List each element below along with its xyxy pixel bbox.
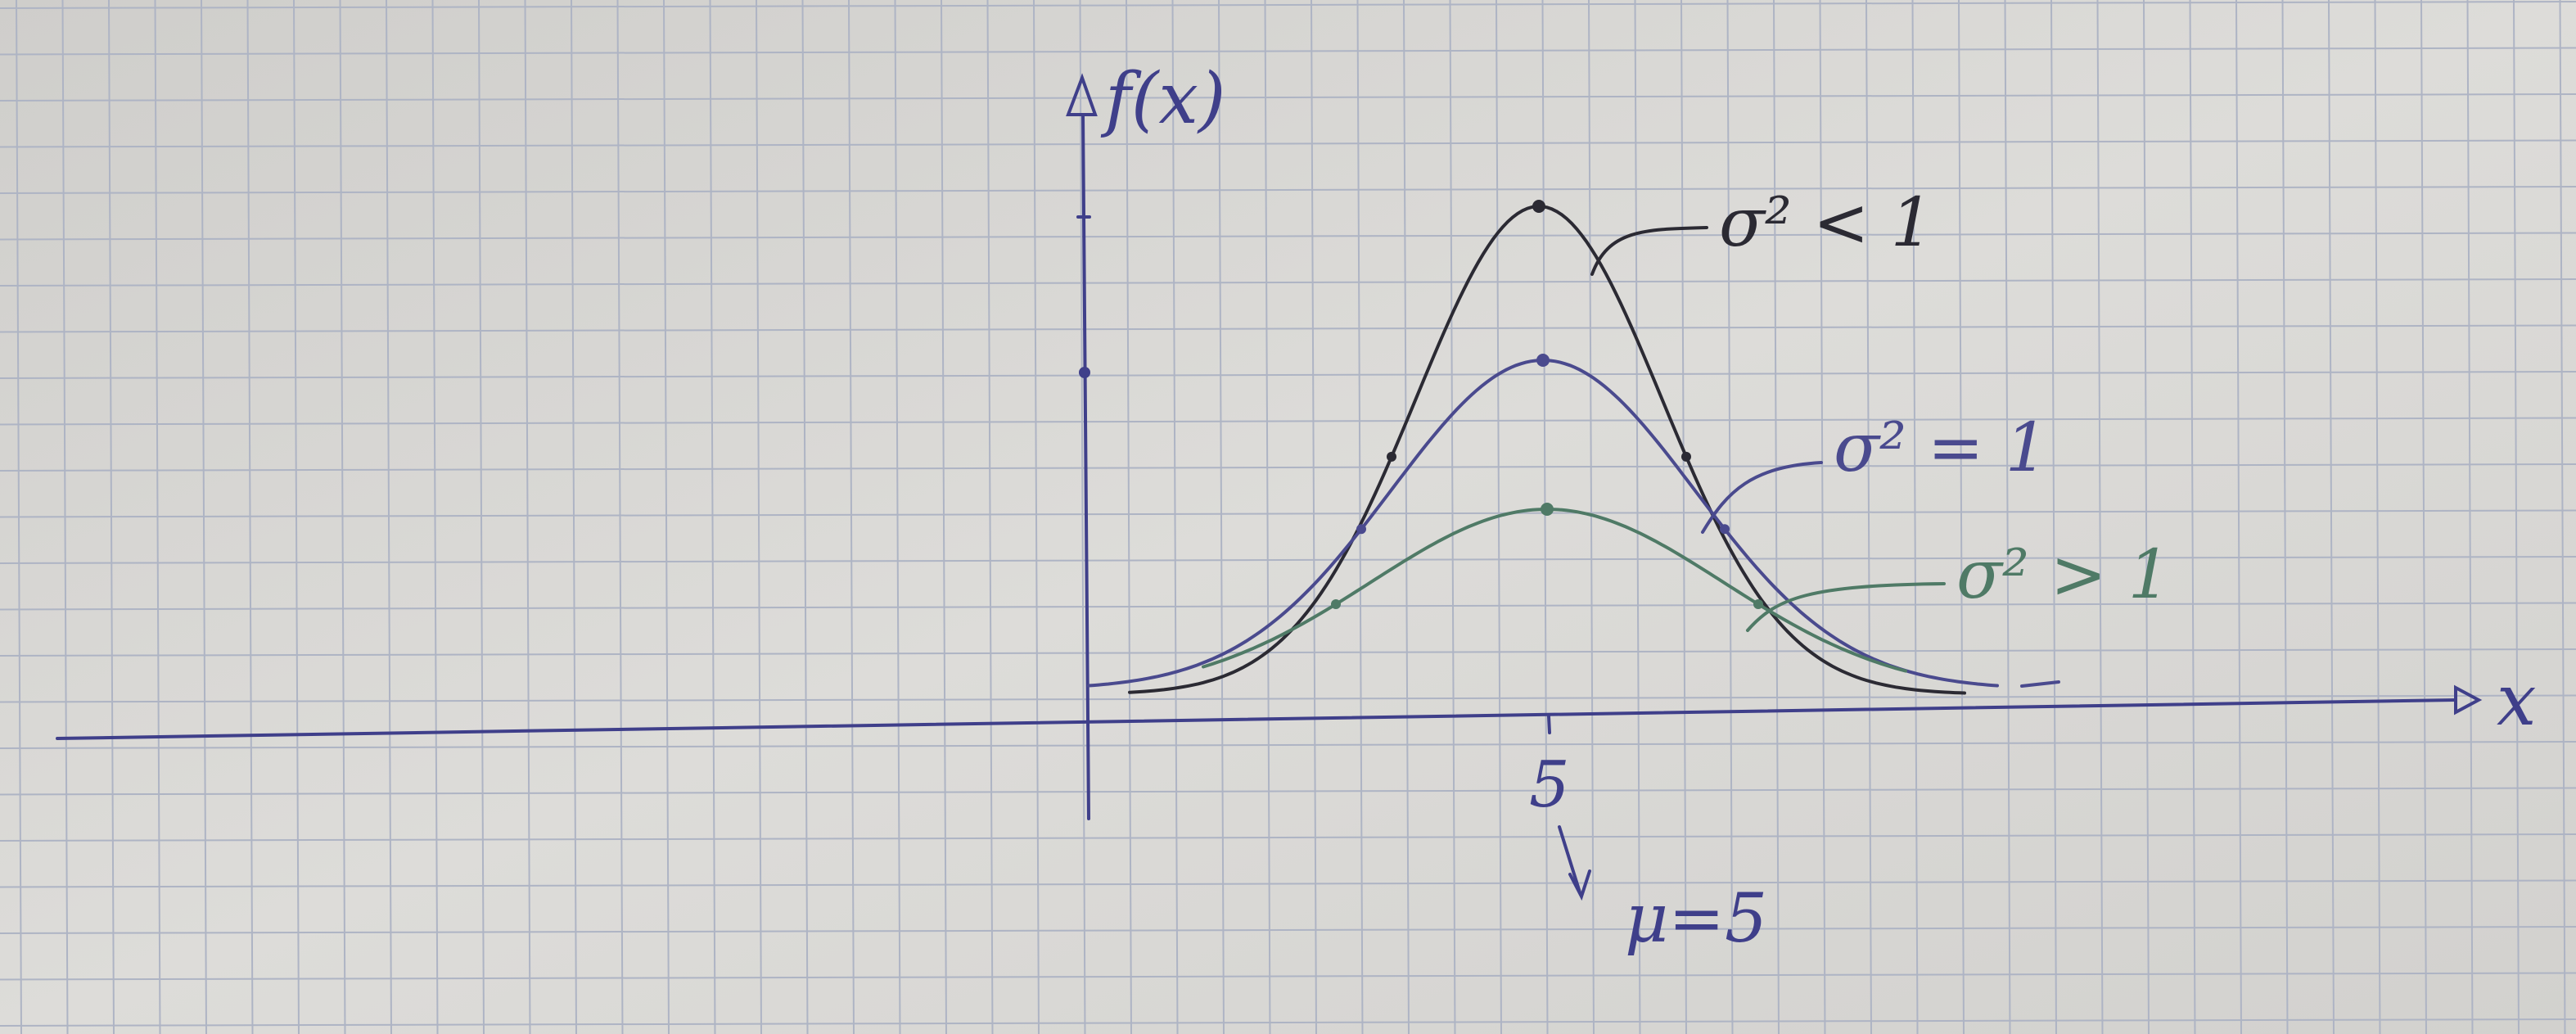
label-sigma-lt-1: σ² < 1 [1719,184,1933,262]
curve-mark-dot-2-2 [1720,524,1730,535]
bell-curve-3 [1202,507,1907,673]
y-axis-dot [1079,367,1090,378]
y-axis-arrow [1066,73,1098,116]
label-sigma-gt-1: σ² > 1 [1956,536,2171,614]
mean-arrow-head [1568,869,1591,901]
bell-curve-1 [1128,205,1966,695]
curve-mark-dot-1-2 [1681,451,1691,462]
leader-sigma-eq-1 [1701,461,1823,534]
mean-note: μ=5 [1625,880,1767,958]
x-axis-arrow [2454,684,2483,716]
mean-arrow-line [1558,825,1581,894]
curve-mark-dot-3-1 [1331,599,1341,609]
y-axis-label: f(x) [1100,58,1225,140]
label-sigma-eq-1: σ² = 1 [1834,409,2048,487]
x-tick-label: 5 [1529,748,1570,822]
curve-peak-dot-1 [1532,200,1545,213]
x-tick-5 [1547,715,1551,734]
y-axis [1081,113,1090,820]
curve-mark-dot-2-1 [1356,524,1366,535]
curve-peak-dot-2 [1536,354,1550,367]
stray-mark [2020,680,2060,688]
curve-mark-dot-3-2 [1753,599,1763,609]
curve-peak-dot-3 [1541,503,1554,516]
curve-mark-dot-1-1 [1387,451,1396,462]
curves [1087,200,1999,695]
leader-sigma-lt-1 [1590,226,1708,276]
x-axis-label: x [2497,660,2537,742]
leader-sigma-gt-1 [1746,582,1946,632]
